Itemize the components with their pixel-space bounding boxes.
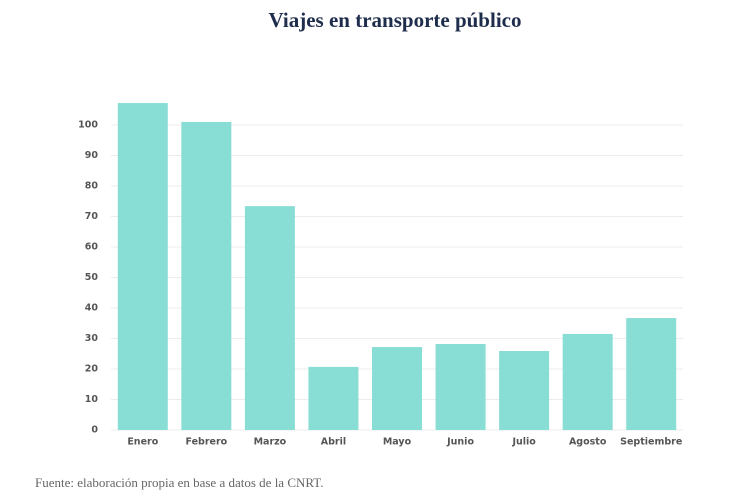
chart-title: Viajes en transporte público [269,8,522,32]
bar [181,121,232,430]
y-tick-label: 70 [85,211,99,222]
x-tick-label: Marzo [254,437,287,448]
source-note: Fuente: elaboración propia en base a dat… [35,475,324,490]
x-tick-label: Septiembre [620,437,682,448]
y-tick-label: 10 [85,394,99,405]
y-tick-label: 50 [85,272,99,283]
x-tick-label: Mayo [383,437,412,448]
bar [308,366,359,430]
bar [626,318,677,430]
x-tick-label: Junio [446,437,474,448]
bar [435,343,486,430]
y-tick-label: 40 [85,303,99,314]
y-tick-label: 80 [85,181,99,192]
bar [372,347,422,430]
y-tick-label: 90 [85,150,99,161]
y-tick-label: 20 [85,364,99,375]
y-tick-label: 0 [91,425,98,436]
bar [562,333,613,430]
x-tick-label: Enero [127,437,158,448]
y-tick-label: 100 [78,120,98,131]
x-tick-label: Abril [321,437,346,448]
bar [117,103,168,430]
x-tick-label: Julio [511,437,536,448]
y-tick-label: 60 [85,242,99,253]
x-tick-label: Agosto [569,437,607,448]
y-tick-label: 30 [85,333,99,344]
bar [499,351,550,430]
bar [244,206,295,430]
x-tick-label: Febrero [185,437,227,448]
